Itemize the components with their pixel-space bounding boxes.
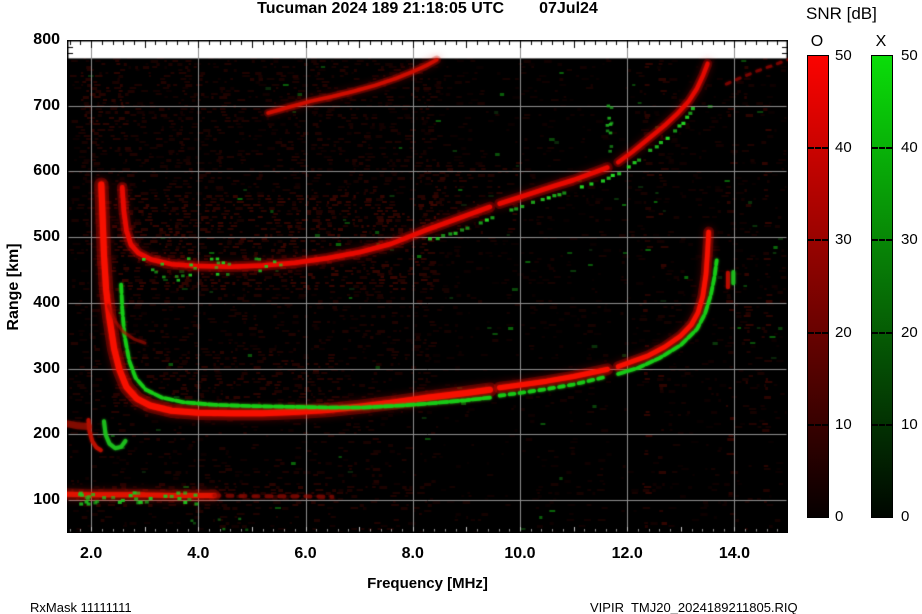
ionogram-canvas xyxy=(67,40,788,533)
colorbar-tick-label: 40 xyxy=(901,139,918,157)
colorbar-tick-dash xyxy=(808,147,828,150)
colorbar-tick-dash xyxy=(808,423,828,426)
o-mode-label: O xyxy=(810,33,824,50)
y-tick-label: 800 xyxy=(33,31,60,48)
y-tick-label: 400 xyxy=(33,293,60,311)
colorbar-tick-dash xyxy=(872,147,892,150)
x-tick-label: 12.0 xyxy=(611,545,643,562)
colorbar-tick-dash xyxy=(872,239,892,242)
page-title: Tucuman 2024 189 21:18:05 UTC xyxy=(257,0,505,17)
colorbar-title: SNR [dB] xyxy=(806,4,877,23)
colorbar-tick-label: 30 xyxy=(835,231,852,249)
x-tick-label: 8.0 xyxy=(401,545,424,562)
colorbar-tick-label: 40 xyxy=(835,139,852,157)
colorbar-tick-label: 10 xyxy=(835,415,852,433)
colorbar-tick-dash xyxy=(808,239,828,242)
y-tick-label: 100 xyxy=(33,491,60,509)
colorbar-tick-label: 0 xyxy=(901,508,910,525)
y-axis-label: Range [km] xyxy=(5,243,22,331)
colorbar-tick-dash xyxy=(808,331,828,334)
x-tick-label: 10.0 xyxy=(504,545,536,562)
colorbar-tick-dash xyxy=(872,331,892,334)
o-mode-colorbar xyxy=(807,55,829,518)
colorbar-tick-label: 50 xyxy=(835,47,852,64)
y-tick-label: 500 xyxy=(33,228,60,246)
title-date: 07Jul24 xyxy=(539,0,598,17)
colorbar-tick-dash xyxy=(872,423,892,426)
colorbar-tick-label: 20 xyxy=(901,323,918,341)
colorbar-tick-label: 30 xyxy=(901,231,918,249)
x-mode-label: X xyxy=(875,33,887,50)
x-mode-colorbar xyxy=(871,55,893,518)
filename-text: VIPIR TMJ20_2024189211805.RIQ xyxy=(590,600,798,614)
colorbar-tick-label: 20 xyxy=(835,323,852,341)
y-tick-label: 300 xyxy=(33,359,60,377)
title-row: Tucuman 2024 189 21:18:05 UTC 07Jul24 xyxy=(67,0,788,18)
x-tick-label: 6.0 xyxy=(294,545,317,562)
x-tick-label: 2.0 xyxy=(79,545,103,562)
x-axis-label: Frequency [MHz] xyxy=(367,575,488,592)
colorbar-tick-label: 0 xyxy=(835,508,844,525)
x-tick-label: 4.0 xyxy=(187,545,210,562)
plot-area xyxy=(67,40,788,533)
colorbar-tick-label: 10 xyxy=(901,415,918,433)
colorbar-tick-label: 50 xyxy=(901,47,918,64)
y-tick-label: 600 xyxy=(33,162,60,180)
rxmask-text: RxMask 11111111 xyxy=(30,600,132,614)
x-tick-label: 14.0 xyxy=(718,545,750,562)
y-tick-label: 700 xyxy=(33,96,60,114)
y-tick-label: 200 xyxy=(33,425,60,443)
